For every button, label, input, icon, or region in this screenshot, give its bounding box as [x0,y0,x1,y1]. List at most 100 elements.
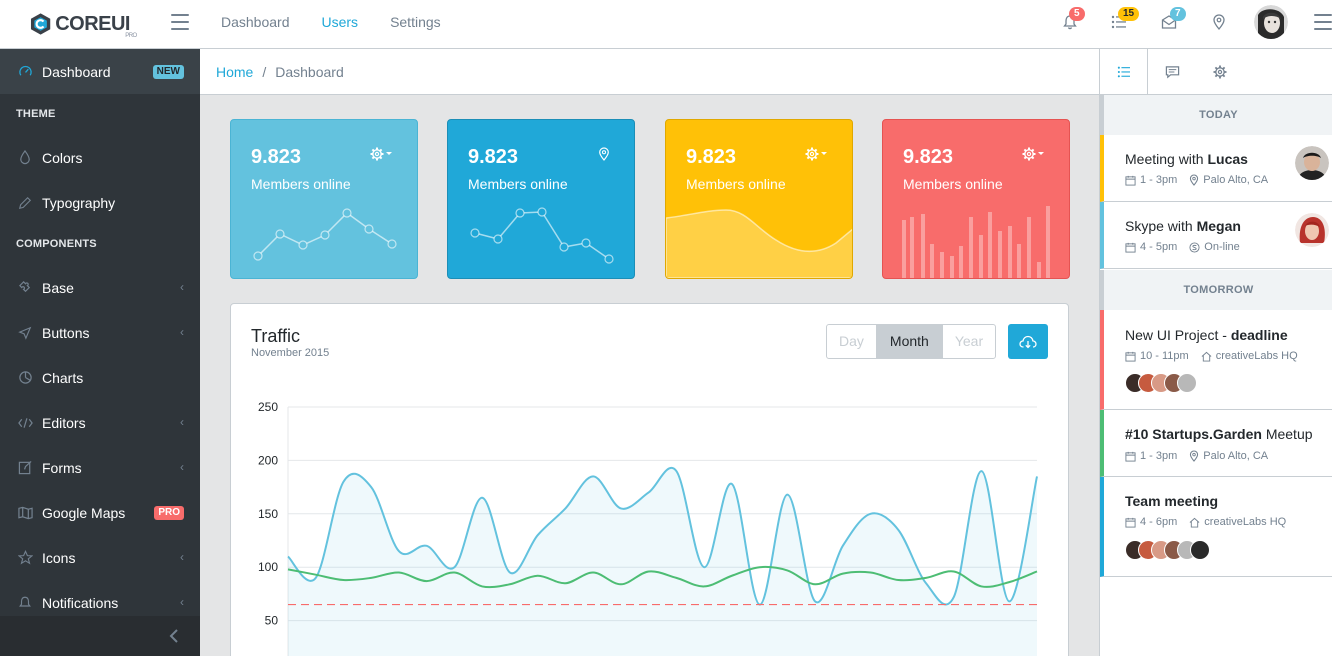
stat-label: Members online [251,176,351,192]
section-today: TODAY [1100,95,1332,135]
event-place: creativeLabs HQ [1204,516,1287,528]
event-place: creativeLabs HQ [1215,350,1298,362]
chevron-left-icon: ‹ [180,460,184,474]
calendar-icon [1125,242,1136,253]
event-item[interactable]: Skype with Megan 4 - 5pm On-line [1100,202,1332,269]
period-year-button[interactable]: Year [941,324,997,359]
calendar-icon [1125,451,1136,462]
sidebar-item-notifications[interactable]: Notifications ‹ [0,580,200,625]
event-time: 1 - 3pm [1140,174,1178,186]
star-icon [16,549,34,567]
brand-name-text: COREUI [55,12,130,35]
nav-settings[interactable]: Settings [390,14,441,30]
period-day-button[interactable]: Day [826,324,877,359]
y-tick-label: 250 [258,400,278,414]
gear-icon[interactable] [1021,144,1051,164]
location-pin-icon [1189,174,1199,186]
pie-chart-icon [16,369,34,387]
gear-icon[interactable] [804,144,834,164]
sidebar-item-label: Colors [42,149,83,166]
event-meta: 1 - 3pm Palo Alto, CA [1125,450,1268,462]
event-meta: 1 - 3pm Palo Alto, CA [1125,174,1268,186]
stat-value: 9.823 [251,146,302,168]
y-tick-label: 100 [258,560,278,574]
stat-value: 9.823 [686,146,737,168]
sidebar-item-dashboard[interactable]: Dashboard NEW [0,49,200,94]
event-item[interactable]: New UI Project - deadline 10 - 11pm crea… [1100,310,1332,410]
user-avatar[interactable] [1254,5,1288,39]
sidebar-item-label: Buttons [42,324,90,341]
event-meta: 10 - 11pm creativeLabs HQ [1125,350,1298,362]
sidebar-item-buttons[interactable]: Buttons ‹ [0,310,200,355]
area-sparkline [666,209,852,278]
sidebar-item-editors[interactable]: Editors ‹ [0,400,200,445]
period-month-button[interactable]: Month [876,324,942,359]
event-title: Meeting with Lucas [1125,151,1248,167]
tab-messages[interactable] [1148,49,1196,94]
speech-icon [1165,65,1179,78]
tasks-badge: 15 [1118,7,1140,21]
sidebar-item-label: Editors [42,414,86,431]
download-button[interactable] [1008,324,1048,359]
traffic-subtitle: November 2015 [251,347,330,359]
sidebar-toggle-button[interactable] [171,14,189,30]
chevron-left-icon [169,629,178,643]
event-item[interactable]: Team meeting 4 - 6pm creativeLabs HQ [1100,477,1332,577]
y-tick-label: 200 [258,453,278,467]
sidebar: Dashboard NEW THEME Colors Typography CO… [0,49,200,656]
location-pin-icon[interactable] [1209,12,1229,32]
event-place: On-line [1204,241,1240,253]
gear-icon[interactable] [369,144,399,164]
tab-timeline[interactable] [1100,49,1148,94]
sidebar-item-forms[interactable]: Forms ‹ [0,445,200,490]
nav-dashboard[interactable]: Dashboard [221,14,290,30]
event-title: New UI Project - deadline [1125,327,1288,343]
home-icon [1201,351,1212,362]
period-toggle-group: Day Month Year [826,324,997,359]
traffic-title: Traffic [251,326,301,346]
stat-card-4: 9.823 Members online [882,119,1070,279]
stat-label: Members online [903,176,1003,192]
sidebar-item-label: Dashboard [42,63,111,80]
event-time: 4 - 6pm [1140,516,1178,528]
avatar [1177,373,1197,393]
location-pin-icon [1189,450,1199,462]
sidebar-item-typography[interactable]: Typography [0,180,200,225]
brand-logo[interactable]: COREUI PRO [30,8,137,40]
nav-users[interactable]: Users [321,14,359,30]
speedometer-icon [16,63,34,81]
stat-card-3: 9.823 Members online [665,119,853,279]
note-icon [16,459,34,477]
bell-icon [16,594,34,612]
brand-name: COREUI PRO [55,12,137,39]
envelope-icon[interactable] [1159,12,1179,32]
sidebar-item-google-maps[interactable]: Google Maps PRO [0,490,200,535]
breadcrumb-separator: / [262,63,267,80]
breadcrumb-home[interactable]: Home [216,63,254,80]
event-title: #10 Startups.Garden Meetup [1125,426,1313,442]
y-tick-label: 150 [258,507,278,521]
messages-badge: 7 [1170,7,1186,21]
series-area [288,468,1037,656]
sidebar-item-label: Charts [42,369,84,386]
event-item[interactable]: #10 Startups.Garden Meetup 1 - 3pm Palo … [1100,410,1332,477]
event-item[interactable]: Meeting with Lucas 1 - 3pm Palo Alto, CA [1100,135,1332,202]
aside-toggle-button[interactable] [1314,14,1332,30]
tab-settings[interactable] [1196,49,1244,94]
home-icon [1189,517,1200,528]
sidebar-item-label: Notifications [42,594,119,611]
sidebar-item-base[interactable]: Base ‹ [0,265,200,310]
stat-value: 9.823 [468,146,519,168]
sidebar-item-charts[interactable]: Charts [0,355,200,400]
pro-badge: PRO [154,506,184,520]
y-tick-label: 50 [265,614,279,628]
location-pin-icon[interactable] [598,144,628,164]
sidebar-item-colors[interactable]: Colors [0,135,200,180]
stat-card-1: 9.823 Members online [230,119,418,279]
gear-icon [1213,65,1227,78]
traffic-line-chart: 250 200 150 100 50 [258,400,1038,656]
sidebar-item-icons[interactable]: Icons ‹ [0,535,200,580]
header-nav: Dashboard Users Settings [205,0,457,48]
sidebar-minimizer[interactable] [0,616,200,656]
event-time: 1 - 3pm [1140,450,1178,462]
